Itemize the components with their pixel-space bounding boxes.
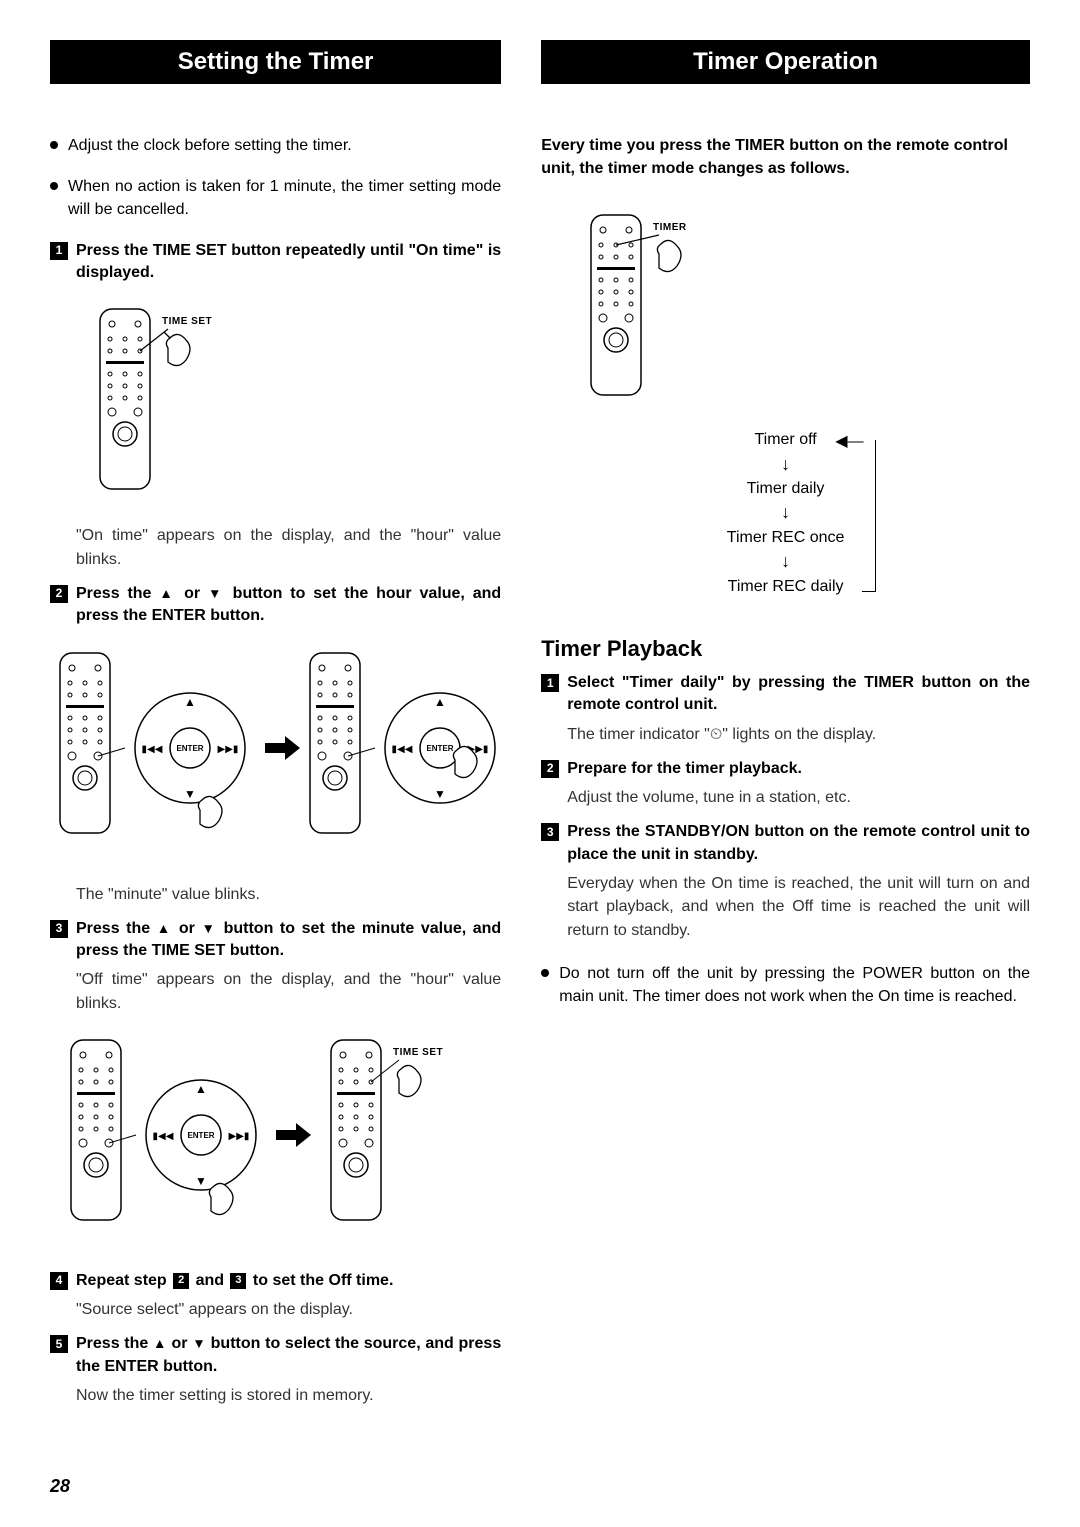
bullet-item: When no action is taken for 1 minute, th… (50, 175, 501, 221)
left-column: Setting the Timer Adjust the clock befor… (50, 40, 501, 1419)
svg-text:▮◀◀: ▮◀◀ (152, 1131, 173, 1142)
triangle-up-icon (159, 585, 176, 602)
svg-text:TIME SET: TIME SET (393, 1047, 443, 1058)
right-title-bar: Timer Operation (541, 40, 1030, 84)
step-number-badge: 2 (50, 585, 68, 603)
timer-mode-cycle: Timer off ◀— ↓ Timer daily ↓ Timer REC on… (696, 430, 876, 596)
step-5: 5 Press the or button to select the sour… (50, 1333, 501, 1378)
svg-text:▲: ▲ (184, 695, 196, 709)
step-bold-text: Select "Timer daily" by pressing the TIM… (567, 672, 1030, 717)
illustration-time-set: TIME SET (50, 304, 501, 494)
right-step-3-body: Everyday when the On time is reached, th… (567, 872, 1030, 942)
svg-text:▲: ▲ (434, 695, 446, 709)
step-number-badge: 1 (50, 242, 68, 260)
step-2: 2 Press the or button to set the hour va… (50, 583, 501, 628)
step-4-body: "Source select" appears on the display. (76, 1298, 501, 1321)
svg-text:▼: ▼ (184, 787, 196, 801)
right-step-2-body: Adjust the volume, tune in a station, et… (567, 786, 1030, 809)
page-number: 28 (50, 1476, 70, 1497)
svg-text:▮◀◀: ▮◀◀ (142, 744, 163, 755)
svg-text:▼: ▼ (195, 1174, 207, 1188)
bullet-dot (50, 182, 58, 190)
illustration-timer-button: TIMER (541, 210, 1030, 400)
step-bold-text: Prepare for the timer playback. (567, 758, 802, 780)
bullet-text: When no action is taken for 1 minute, th… (68, 175, 501, 221)
triangle-down-icon (192, 1335, 206, 1352)
step-number-badge: 3 (50, 920, 68, 938)
step-number-badge: 4 (50, 1272, 68, 1290)
bullet-text: Do not turn off the unit by pressing the… (559, 962, 1030, 1008)
bullet-dot (50, 141, 58, 149)
svg-text:▮◀◀: ▮◀◀ (392, 744, 413, 755)
right-step-2: 2 Prepare for the timer playback. (541, 758, 1030, 780)
intro-text: Every time you press the TIMER button on… (541, 134, 1030, 180)
page-content: Setting the Timer Adjust the clock befor… (50, 40, 1030, 1419)
bullet-item: Do not turn off the unit by pressing the… (541, 962, 1030, 1008)
left-title-bar: Setting the Timer (50, 40, 501, 84)
step-3-body: "Off time" appears on the display, and t… (76, 968, 501, 1014)
bullet-text: Adjust the clock before setting the time… (68, 134, 352, 157)
step-bold-text: Press the STANDBY/ON button on the remot… (567, 821, 1030, 866)
right-column: Timer Operation Every time you press the… (541, 40, 1030, 1419)
svg-text:ENTER: ENTER (187, 1131, 214, 1140)
svg-text:ENTER: ENTER (426, 744, 453, 753)
cycle-item: Timer daily (696, 479, 876, 498)
label-time-set: TIME SET (162, 316, 212, 327)
step-bold-text: Repeat step 2 and 3 to set the Off time. (76, 1270, 393, 1292)
arrow-down-icon: ↓ (696, 502, 876, 524)
step-1-body: "On time" appears on the display, and th… (76, 524, 501, 570)
illustration-enter-twice: ENTER ▲ ▼ ▮◀◀ ▶▶▮ (50, 648, 501, 853)
triangle-up-icon (157, 920, 173, 937)
svg-text:▼: ▼ (434, 787, 446, 801)
svg-text:▶▶▮: ▶▶▮ (228, 1131, 249, 1142)
step-number-badge: 3 (541, 823, 559, 841)
right-step-1-body: The timer indicator "⏲" lights on the di… (567, 723, 1030, 746)
step-number-badge: 1 (541, 674, 559, 692)
triangle-down-icon (208, 585, 225, 602)
section-heading: Timer Playback (541, 636, 1030, 662)
step-2-body: The "minute" value blinks. (76, 883, 501, 906)
illustration-enter-then-timeset: ENTER ▲ ▼ ▮◀◀ ▶▶▮ (50, 1035, 501, 1240)
bullet-dot (541, 969, 549, 977)
svg-text:▲: ▲ (195, 1082, 207, 1096)
right-step-1: 1 Select "Timer daily" by pressing the T… (541, 672, 1030, 717)
step-bold-text: Press the TIME SET button repeatedly unt… (76, 240, 501, 285)
step-5-body: Now the timer setting is stored in memor… (76, 1384, 501, 1407)
arrow-down-icon: ↓ (696, 551, 876, 573)
step-bold-text: Press the or button to set the minute va… (76, 918, 501, 963)
svg-text:▶▶▮: ▶▶▮ (218, 744, 239, 755)
arrow-down-icon: ↓ (696, 454, 876, 476)
step-number-badge: 2 (541, 760, 559, 778)
step-1: 1 Press the TIME SET button repeatedly u… (50, 240, 501, 285)
step-number-badge: 5 (50, 1335, 68, 1353)
cycle-item: Timer REC once (696, 528, 876, 547)
cycle-item: Timer REC daily (696, 577, 876, 596)
inline-badge-3: 3 (230, 1273, 246, 1289)
svg-text:ENTER: ENTER (176, 744, 203, 753)
svg-text:TIMER: TIMER (653, 222, 687, 233)
triangle-down-icon (201, 920, 217, 937)
step-4: 4 Repeat step 2 and 3 to set the Off tim… (50, 1270, 501, 1292)
step-bold-text: Press the or button to select the source… (76, 1333, 501, 1378)
right-step-3: 3 Press the STANDBY/ON button on the rem… (541, 821, 1030, 866)
step-bold-text: Press the or button to set the hour valu… (76, 583, 501, 628)
inline-badge-2: 2 (173, 1273, 189, 1289)
bullet-item: Adjust the clock before setting the time… (50, 134, 501, 157)
triangle-up-icon (153, 1335, 167, 1352)
arrow-left-icon: ◀— (835, 432, 863, 451)
step-3: 3 Press the or button to set the minute … (50, 918, 501, 963)
cycle-item: Timer off (754, 431, 816, 448)
